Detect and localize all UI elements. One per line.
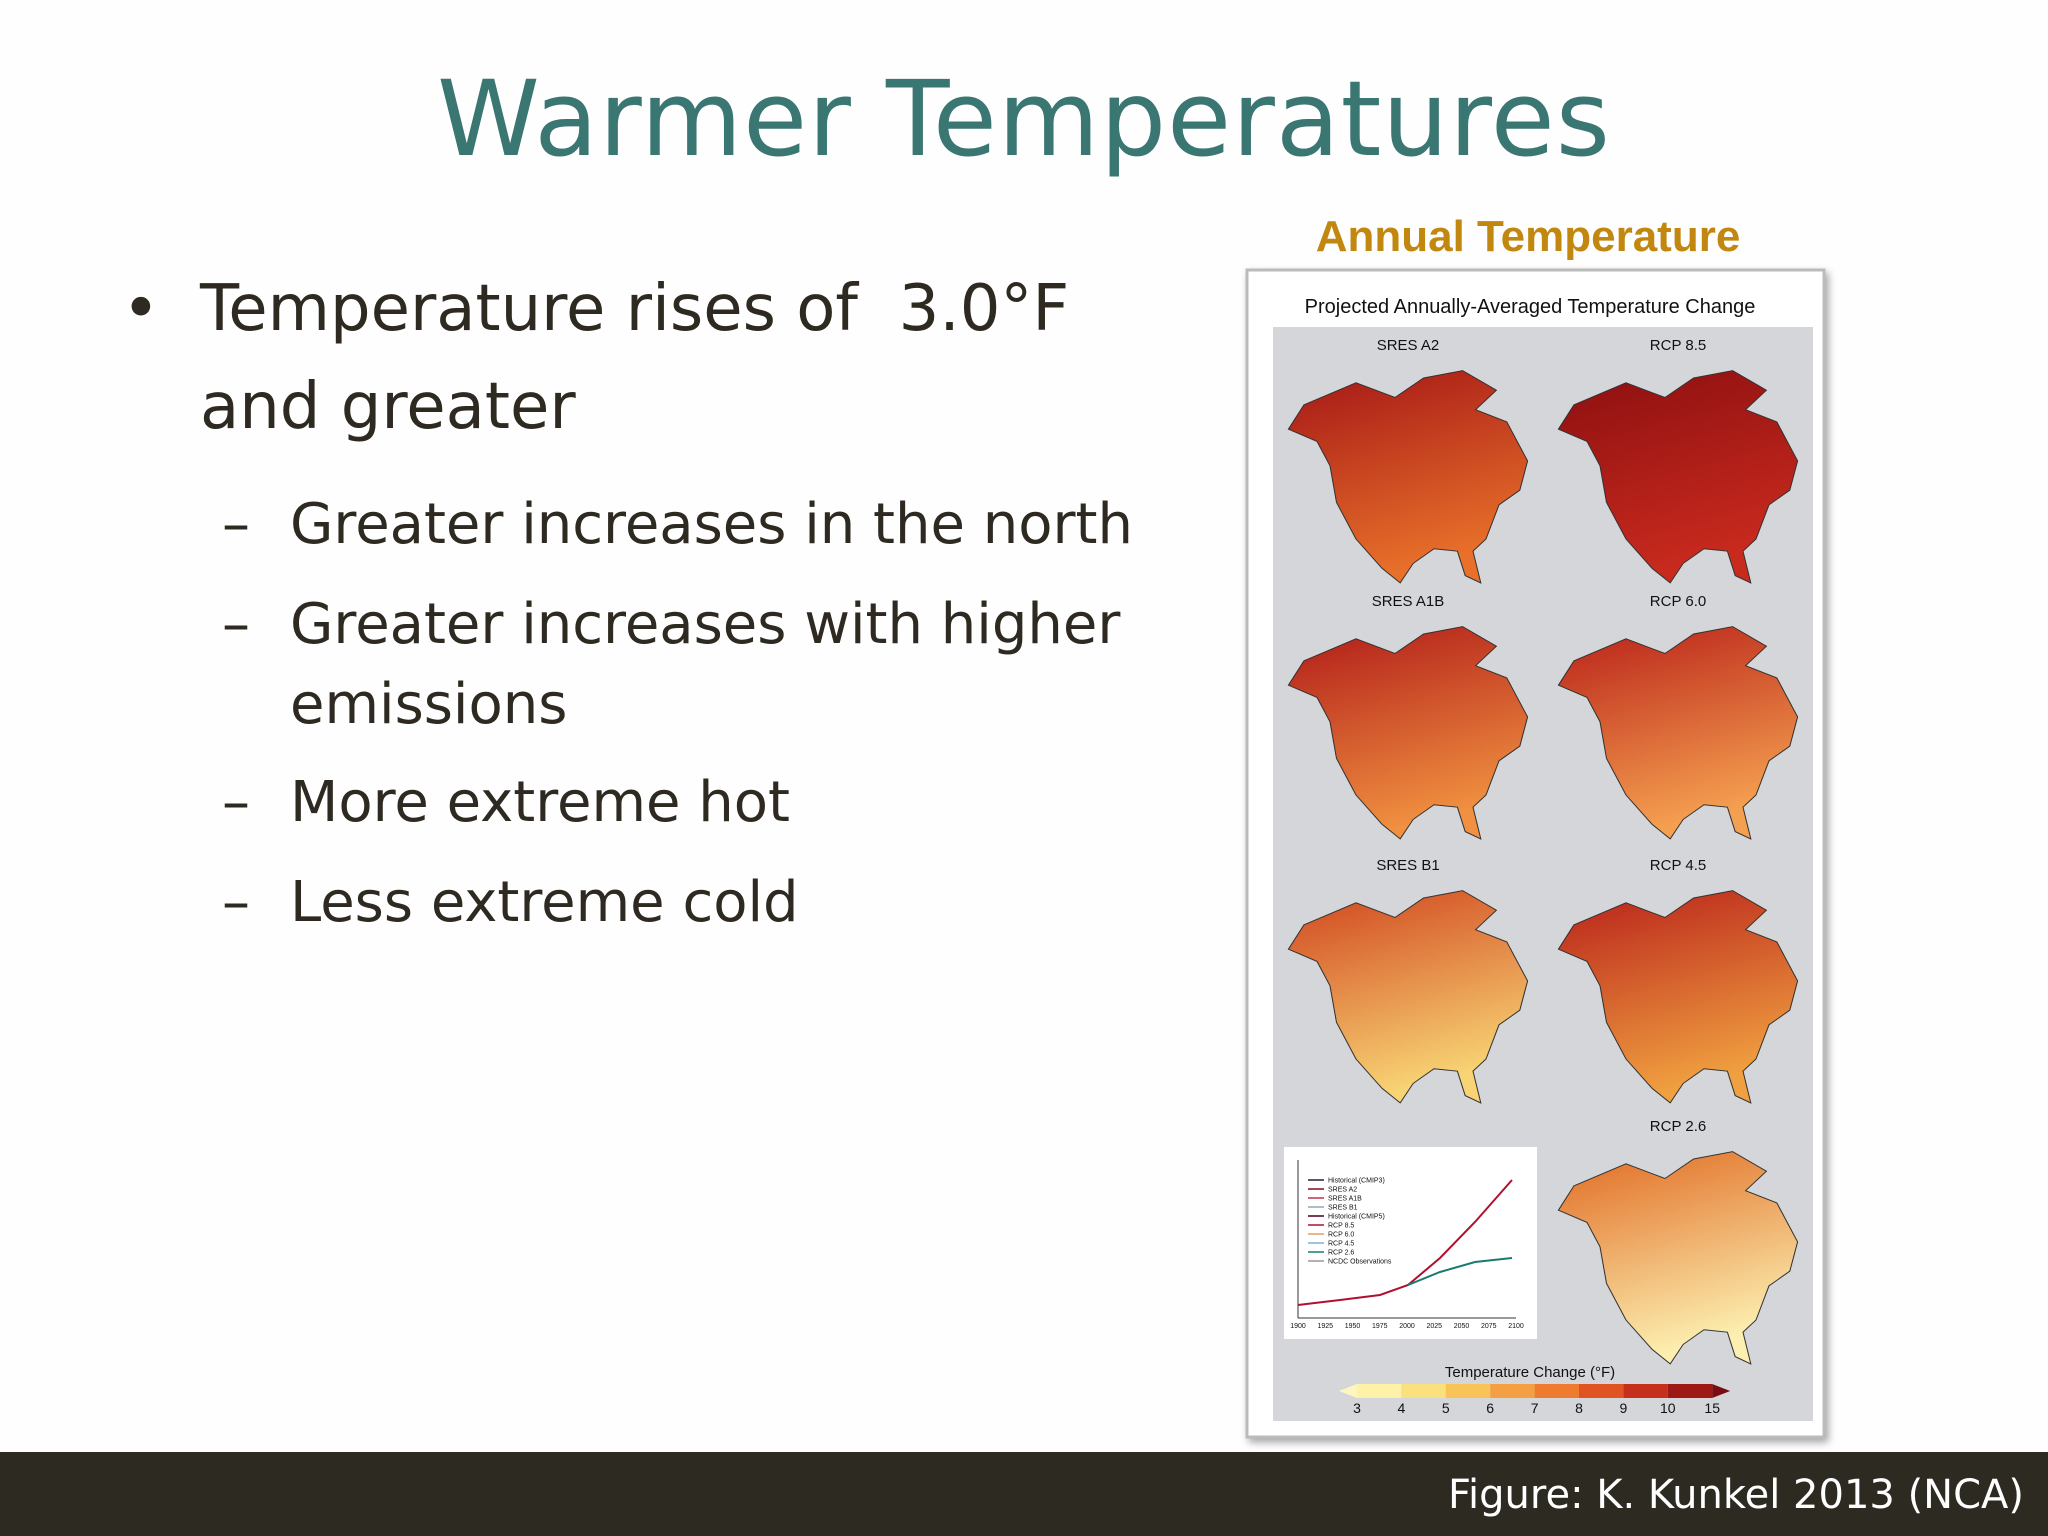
inset-x-tick: 1925 <box>1317 1323 1333 1330</box>
subbullet-marker: – <box>222 592 250 657</box>
panel-label: SRES B1 <box>1376 857 1439 874</box>
subbullet-line: More extreme hot <box>290 770 790 835</box>
legend-label: SRES A2 <box>1328 1187 1357 1194</box>
map <box>1557 890 1799 1104</box>
legend-label: SRES A1B <box>1328 1196 1362 1203</box>
legend-label: RCP 8.5 <box>1328 1223 1354 1230</box>
inset-x-tick: 2100 <box>1508 1323 1524 1330</box>
colorbar-end <box>1339 1384 1357 1398</box>
colorbar-segment <box>1623 1384 1668 1398</box>
colorbar-tick: 10 <box>1660 1400 1676 1416</box>
inset-x-tick: 2025 <box>1426 1323 1442 1330</box>
colorbar-segment <box>1667 1384 1713 1398</box>
map <box>1557 626 1799 840</box>
panel-label: RCP 6.0 <box>1650 593 1706 610</box>
legend-label: RCP 4.5 <box>1328 1241 1354 1248</box>
subbullet-line: Greater increases in the north <box>290 492 1133 557</box>
inset-x-tick: 1975 <box>1372 1323 1388 1330</box>
inset-chart <box>1284 1147 1537 1339</box>
colorbar-tick: 3 <box>1353 1400 1361 1416</box>
panel-label: RCP 8.5 <box>1650 337 1706 354</box>
subbullet-line: emissions <box>290 672 568 737</box>
legend-label: NCDC Observations <box>1328 1259 1392 1266</box>
figure-title: Projected Annually-Averaged Temperature … <box>1305 296 1756 318</box>
bullet-line: Temperature rises of 3.0°F <box>200 272 1070 346</box>
footer-bar <box>0 1452 2048 1536</box>
panel-label: RCP 2.6 <box>1650 1118 1706 1135</box>
slide-title: Warmer Temperatures <box>437 58 1611 180</box>
colorbar-tick: 9 <box>1620 1400 1628 1416</box>
figure-heading: Annual Temperature <box>1315 212 1741 261</box>
colorbar-segment <box>1401 1384 1446 1398</box>
subbullet-line: Greater increases with higher <box>290 592 1121 657</box>
legend-label: RCP 2.6 <box>1328 1250 1354 1257</box>
panel-label: SRES A2 <box>1377 337 1440 354</box>
legend-label: Historical (CMIP5) <box>1328 1214 1385 1221</box>
colorbar-tick: 8 <box>1575 1400 1583 1416</box>
colorbar-tick: 4 <box>1398 1400 1406 1416</box>
colorbar-segment <box>1357 1384 1402 1398</box>
legend-label: SRES B1 <box>1328 1205 1358 1212</box>
map <box>1287 626 1529 840</box>
panel-label: RCP 4.5 <box>1650 857 1706 874</box>
map <box>1287 890 1529 1104</box>
colorbar-segment <box>1534 1384 1579 1398</box>
map <box>1287 370 1529 584</box>
subbullet-marker: – <box>222 770 250 835</box>
inset-x-tick: 2075 <box>1481 1323 1497 1330</box>
colorbar-tick: 6 <box>1486 1400 1494 1416</box>
legend-label: RCP 6.0 <box>1328 1232 1354 1239</box>
inset-x-tick: 2050 <box>1454 1323 1470 1330</box>
colorbar-segment <box>1490 1384 1535 1398</box>
map <box>1557 1151 1799 1365</box>
colorbar-tick: 5 <box>1442 1400 1450 1416</box>
colorbar-segment <box>1579 1384 1624 1398</box>
inset-series <box>1407 1257 1513 1286</box>
map <box>1557 370 1799 584</box>
footer-text: Figure: K. Kunkel 2013 (NCA) <box>1447 1472 2024 1518</box>
subbullet-line: Less extreme cold <box>290 870 799 935</box>
bullet-marker: • <box>122 272 160 346</box>
inset-x-tick: 2000 <box>1399 1323 1415 1330</box>
colorbar-tick: 7 <box>1531 1400 1539 1416</box>
colorbar-end <box>1712 1384 1731 1398</box>
inset-x-tick: 1950 <box>1345 1323 1361 1330</box>
colorbar-segment <box>1445 1384 1491 1398</box>
inset-x-tick: 1900 <box>1290 1323 1306 1330</box>
legend-label: Historical (CMIP3) <box>1328 1178 1385 1185</box>
panel-label: SRES A1B <box>1372 593 1445 610</box>
bullet-line: and greater <box>200 370 576 444</box>
subbullet-marker: – <box>222 492 250 557</box>
colorbar-tick: 15 <box>1704 1400 1720 1416</box>
subbullet-marker: – <box>222 870 250 935</box>
colorbar-title: Temperature Change (°F) <box>1445 1364 1615 1381</box>
